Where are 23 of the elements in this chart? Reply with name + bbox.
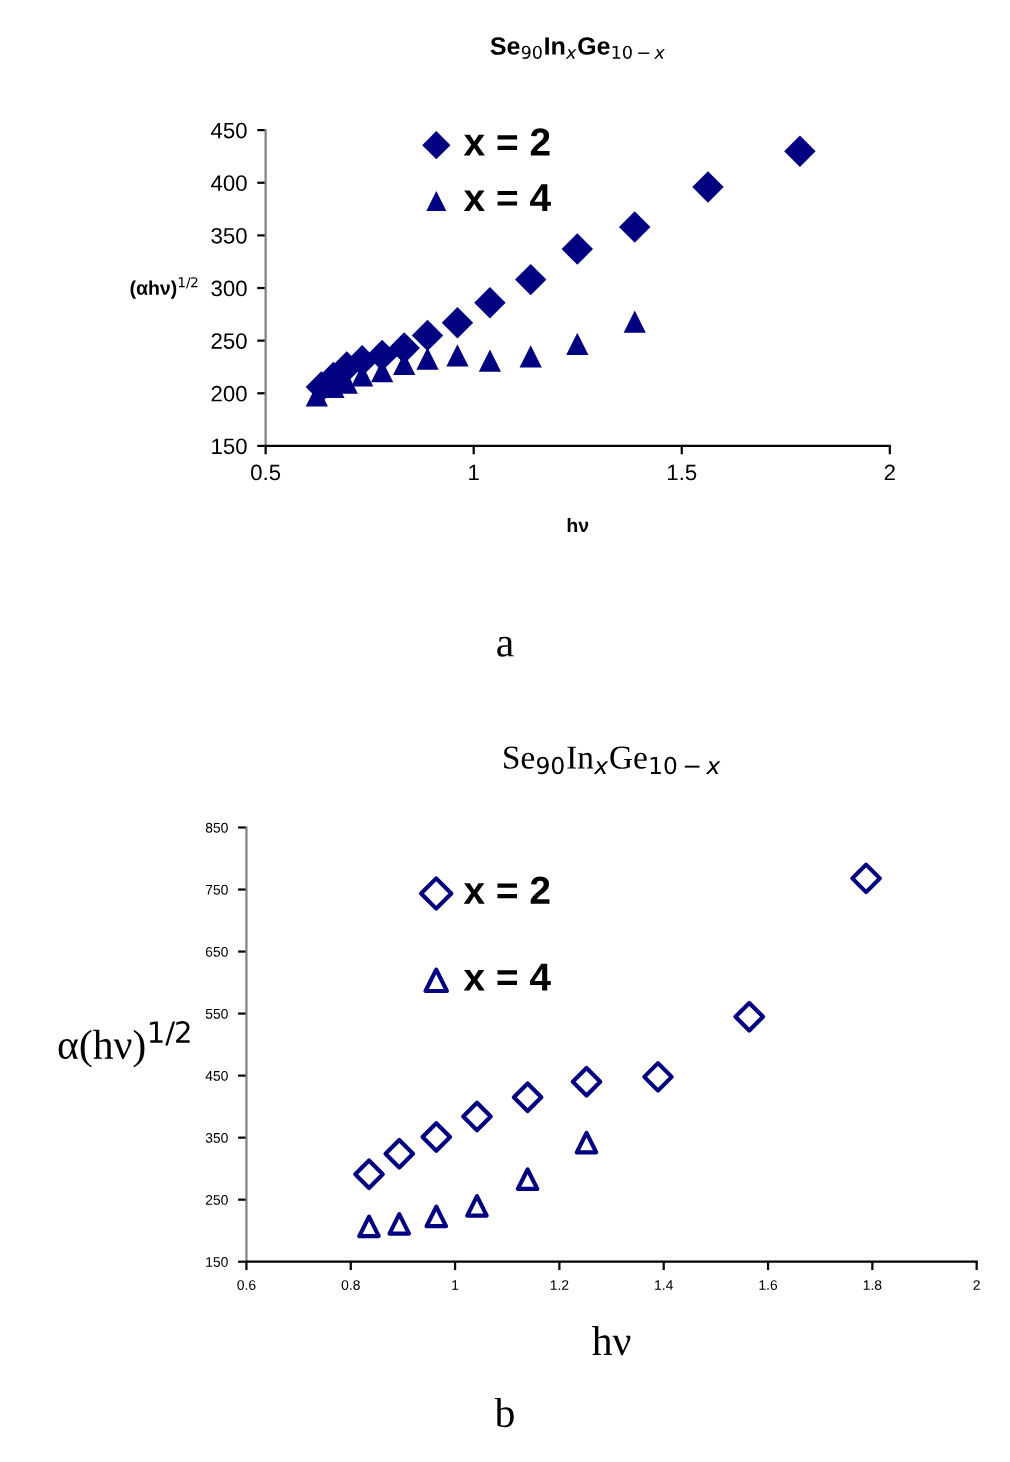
legend-label: x = 2 [463,128,550,156]
y-tick-label: 350 [211,227,247,244]
y-tick-label: 250 [211,333,247,349]
text: a [497,636,514,657]
y-tick-label: 200 [211,385,247,402]
text: b [494,1397,514,1428]
y-tick-label: 300 [211,280,247,297]
legend-label: x = 2 [463,876,550,904]
x-tick-label: 1.5 [668,464,697,481]
x-axis-title: hν [592,1326,631,1356]
legend-label: x = 4 [463,184,551,212]
y-tick-label: 450 [211,122,247,139]
y-tick-label: 400 [211,175,247,192]
legend-label: x = 4 [463,963,551,991]
y-tick-label: 150 [212,438,247,455]
chart-title: Se$_{90}$In$_{x}$Ge$_{10−x}$ [504,746,721,775]
x-tick-label: 0.5 [251,464,281,481]
chart-title: Se$_{90}$In$_{x}$Ge$_{10−x}$ [490,37,665,59]
y-axis-title: (αhν)$^{1/2}$ [130,277,198,299]
x-tick-label: 1 [469,464,479,481]
x-tick-label: 2 [884,464,895,481]
x-axis-title: hν [567,518,589,533]
y-axis-title: α(hν)$^{1/2}$ [58,1021,190,1068]
